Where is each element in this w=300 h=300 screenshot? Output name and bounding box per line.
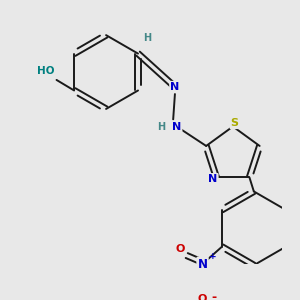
Text: +: + bbox=[209, 252, 217, 261]
Text: -: - bbox=[212, 291, 217, 300]
Text: N: N bbox=[208, 174, 218, 184]
Text: N: N bbox=[172, 122, 181, 131]
Text: S: S bbox=[231, 118, 239, 128]
Text: N: N bbox=[197, 258, 208, 271]
Text: HO: HO bbox=[37, 66, 55, 76]
Text: N: N bbox=[170, 82, 180, 92]
Text: O: O bbox=[175, 244, 184, 254]
Text: O: O bbox=[198, 294, 207, 300]
Text: H: H bbox=[157, 122, 165, 131]
Text: H: H bbox=[143, 33, 151, 43]
